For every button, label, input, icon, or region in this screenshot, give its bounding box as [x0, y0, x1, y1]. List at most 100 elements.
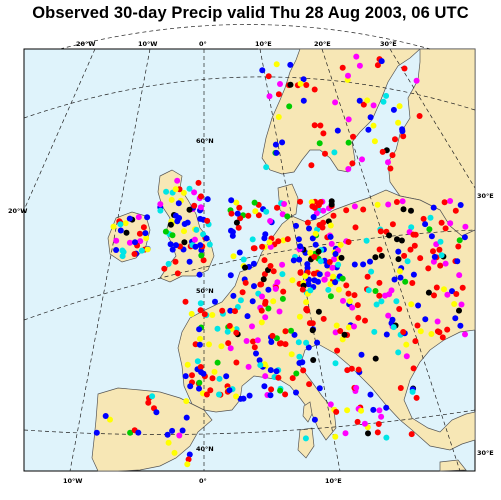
station-dot — [420, 215, 427, 222]
station-dot — [117, 221, 124, 228]
station-dot — [447, 220, 454, 227]
station-dot — [444, 291, 451, 298]
station-dot — [434, 318, 441, 325]
station-dot — [376, 246, 383, 253]
station-dot — [317, 122, 324, 129]
station-dot — [401, 65, 408, 72]
station-dot — [196, 271, 203, 278]
station-dot — [400, 133, 407, 140]
station-dot — [454, 258, 461, 265]
station-dot — [430, 204, 437, 211]
station-dot — [305, 281, 312, 288]
label-bottom-0: 0° — [199, 477, 207, 485]
station-dot — [386, 232, 393, 239]
station-dot — [430, 258, 437, 265]
station-dot — [140, 224, 147, 231]
label-top-20w: 20°W — [76, 40, 95, 48]
station-dot — [368, 268, 375, 275]
station-dot — [200, 231, 207, 238]
station-dot — [257, 281, 264, 288]
station-dot — [304, 261, 311, 268]
station-dot — [290, 257, 297, 264]
station-dot — [262, 373, 269, 380]
station-dot — [194, 358, 201, 365]
station-dot — [227, 307, 234, 314]
meridian-10e — [259, 48, 341, 472]
station-dot — [360, 206, 367, 213]
station-dot — [309, 327, 316, 334]
station-dot — [378, 298, 385, 305]
station-dot — [297, 80, 304, 87]
station-dot — [320, 130, 327, 137]
station-dot — [452, 207, 459, 214]
station-dot — [266, 239, 273, 246]
station-dot — [245, 363, 252, 370]
station-dot — [174, 218, 181, 225]
station-dot — [249, 236, 256, 243]
station-dot — [308, 162, 315, 169]
station-dot — [312, 230, 319, 237]
station-dot — [184, 461, 191, 468]
station-dot — [372, 288, 379, 294]
station-dot — [300, 76, 307, 83]
station-dot — [345, 239, 352, 245]
latitude-40n — [23, 409, 476, 435]
station-dot — [367, 391, 374, 398]
station-dot — [136, 230, 143, 237]
station-dot — [385, 201, 392, 208]
corsica — [302, 401, 313, 423]
station-dot — [331, 149, 338, 156]
station-dot — [367, 114, 374, 121]
station-dot — [275, 374, 282, 381]
station-dot — [346, 298, 353, 305]
station-dot — [212, 298, 218, 305]
station-dot — [316, 222, 323, 228]
station-dot — [343, 282, 350, 289]
station-dot — [120, 249, 127, 255]
station-dot — [415, 302, 422, 309]
station-dot — [157, 207, 164, 214]
station-dot — [161, 265, 168, 272]
station-dot — [360, 101, 367, 108]
station-dot — [191, 236, 198, 243]
station-dot — [462, 331, 468, 338]
station-dot — [428, 331, 435, 337]
station-dot — [359, 156, 365, 163]
station-dot — [309, 235, 316, 242]
station-dot — [436, 246, 443, 253]
station-dot — [267, 243, 274, 250]
station-dot — [293, 370, 300, 377]
station-dot — [293, 389, 299, 396]
station-dot — [260, 276, 267, 283]
station-dot — [354, 418, 361, 425]
station-dot — [311, 122, 318, 129]
station-dot — [230, 292, 237, 299]
station-dot — [403, 353, 410, 360]
station-dot — [425, 289, 432, 296]
station-dot — [122, 220, 129, 227]
station-dot — [259, 67, 266, 74]
station-dot — [344, 367, 351, 374]
station-dot — [374, 62, 381, 69]
station-dot — [332, 329, 339, 336]
station-dot — [244, 313, 251, 320]
station-dot — [233, 393, 239, 400]
station-dot — [117, 227, 124, 234]
station-dot — [197, 335, 203, 342]
station-dot — [345, 139, 352, 146]
station-dot — [235, 224, 242, 231]
station-dot — [279, 211, 286, 218]
station-dot — [225, 340, 232, 347]
station-dot — [312, 241, 319, 248]
station-dot — [167, 241, 174, 248]
station-dot — [327, 293, 334, 300]
station-dot — [209, 312, 216, 318]
station-dot — [263, 164, 270, 171]
station-dot — [289, 375, 296, 382]
label-right-30e-bottom: 30°E — [477, 449, 494, 457]
station-dot — [442, 260, 449, 267]
station-dot — [315, 248, 322, 255]
station-dot — [300, 367, 307, 374]
station-dot — [233, 199, 240, 206]
